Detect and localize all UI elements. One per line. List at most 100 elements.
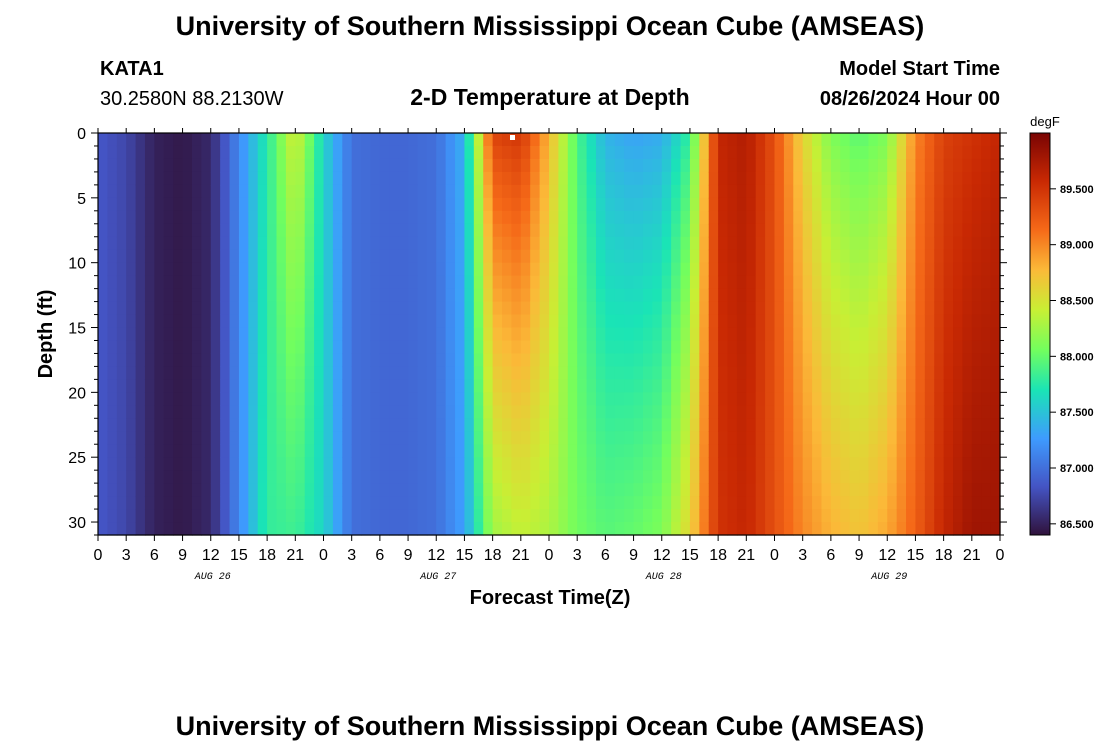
heatmap-cell bbox=[652, 470, 663, 484]
heatmap-cell bbox=[436, 314, 447, 329]
heatmap-cell bbox=[567, 522, 578, 536]
heatmap-cell bbox=[971, 418, 982, 432]
heatmap-cell bbox=[943, 496, 954, 510]
heatmap-cell bbox=[144, 236, 155, 251]
heatmap-cell bbox=[671, 457, 682, 471]
heatmap-cell bbox=[361, 379, 372, 393]
heatmap-cell bbox=[990, 314, 1001, 329]
heatmap-cell bbox=[924, 236, 935, 251]
heatmap-cell bbox=[408, 327, 419, 342]
heatmap-cell bbox=[229, 340, 240, 355]
heatmap-cell bbox=[708, 210, 719, 225]
heatmap-cell bbox=[812, 418, 823, 432]
heatmap-cell bbox=[765, 496, 776, 510]
heatmap-cell bbox=[774, 210, 785, 225]
heatmap-cell bbox=[398, 210, 409, 225]
heatmap-cell bbox=[370, 184, 381, 199]
heatmap-cell bbox=[445, 314, 456, 329]
heatmap-cell bbox=[436, 392, 447, 406]
heatmap-cell bbox=[567, 171, 578, 186]
heatmap-cell bbox=[238, 314, 249, 329]
heatmap-cell bbox=[530, 405, 541, 419]
heatmap-cell bbox=[323, 470, 334, 484]
heatmap-cell bbox=[314, 210, 325, 225]
heatmap-cell bbox=[163, 262, 174, 277]
heatmap-cell bbox=[915, 509, 926, 523]
heatmap-cell bbox=[107, 340, 118, 355]
heatmap-cell bbox=[398, 249, 409, 264]
heatmap-cell bbox=[191, 249, 202, 264]
heatmap-cell bbox=[276, 275, 287, 290]
heatmap-cell bbox=[135, 133, 146, 147]
heatmap-cell bbox=[783, 145, 794, 160]
heatmap-cell bbox=[783, 314, 794, 329]
heatmap-cell bbox=[624, 184, 635, 199]
heatmap-cell bbox=[802, 223, 813, 238]
heatmap-cell bbox=[755, 457, 766, 471]
heatmap-cell bbox=[840, 158, 851, 173]
heatmap-cell bbox=[398, 444, 409, 458]
heatmap-cell bbox=[840, 184, 851, 199]
heatmap-cell bbox=[295, 496, 306, 510]
heatmap-cell bbox=[417, 133, 428, 147]
heatmap-cell bbox=[323, 249, 334, 264]
heatmap-cell bbox=[633, 522, 644, 536]
heatmap-cell bbox=[530, 314, 541, 329]
heatmap-cell bbox=[492, 522, 503, 536]
heatmap-cell bbox=[332, 236, 343, 251]
heatmap-cell bbox=[98, 197, 108, 212]
heatmap-cell bbox=[445, 496, 456, 510]
heatmap-cell bbox=[746, 210, 757, 225]
heatmap-cell bbox=[332, 275, 343, 290]
heatmap-cell bbox=[614, 366, 625, 380]
heatmap-cell bbox=[793, 483, 804, 497]
heatmap-cell bbox=[652, 145, 663, 160]
heatmap-cell bbox=[943, 483, 954, 497]
heatmap-cell bbox=[549, 171, 559, 186]
heatmap-cell bbox=[877, 275, 888, 290]
heatmap-cell bbox=[398, 457, 409, 471]
heatmap-cell bbox=[642, 262, 653, 277]
heatmap-cell bbox=[539, 353, 550, 368]
heatmap-cell bbox=[934, 314, 945, 329]
heatmap-cell bbox=[699, 236, 710, 251]
heatmap-cell bbox=[962, 392, 973, 406]
heatmap-cell bbox=[398, 366, 409, 380]
heatmap-cell bbox=[624, 431, 635, 445]
heatmap-cell bbox=[370, 210, 381, 225]
heatmap-cell bbox=[285, 379, 296, 393]
heatmap-cell bbox=[267, 379, 278, 393]
heatmap-cell bbox=[633, 340, 644, 355]
heatmap-cell bbox=[398, 171, 409, 186]
heatmap-cell bbox=[943, 327, 954, 342]
x-tick-label: 21 bbox=[286, 547, 304, 564]
heatmap-cell bbox=[783, 223, 794, 238]
heatmap-cell bbox=[173, 392, 184, 406]
heatmap-cell bbox=[990, 470, 1001, 484]
heatmap-cell bbox=[718, 418, 729, 432]
heatmap-cell bbox=[492, 301, 503, 316]
x-tick-label: 12 bbox=[653, 547, 671, 564]
heatmap-cell bbox=[126, 366, 137, 380]
heatmap-cell bbox=[906, 262, 917, 277]
heatmap-cell bbox=[802, 275, 813, 290]
heatmap-cell bbox=[783, 327, 794, 342]
heatmap-cell bbox=[727, 223, 738, 238]
heatmap-cell bbox=[398, 509, 409, 523]
heatmap-cell bbox=[981, 392, 992, 406]
heatmap-cell bbox=[689, 522, 700, 536]
heatmap-cell bbox=[163, 509, 174, 523]
heatmap-cell bbox=[915, 236, 926, 251]
heatmap-cell bbox=[971, 314, 982, 329]
heatmap-cell bbox=[323, 431, 334, 445]
heatmap-cell bbox=[248, 509, 259, 523]
heatmap-cell bbox=[680, 133, 691, 147]
heatmap-cell bbox=[633, 210, 644, 225]
heatmap-cell bbox=[765, 509, 776, 523]
heatmap-cell bbox=[323, 522, 334, 536]
heatmap-cell bbox=[144, 522, 155, 536]
heatmap-cell bbox=[398, 470, 409, 484]
heatmap-cell bbox=[163, 171, 174, 186]
heatmap-cell bbox=[689, 301, 700, 316]
heatmap-cell bbox=[614, 496, 625, 510]
